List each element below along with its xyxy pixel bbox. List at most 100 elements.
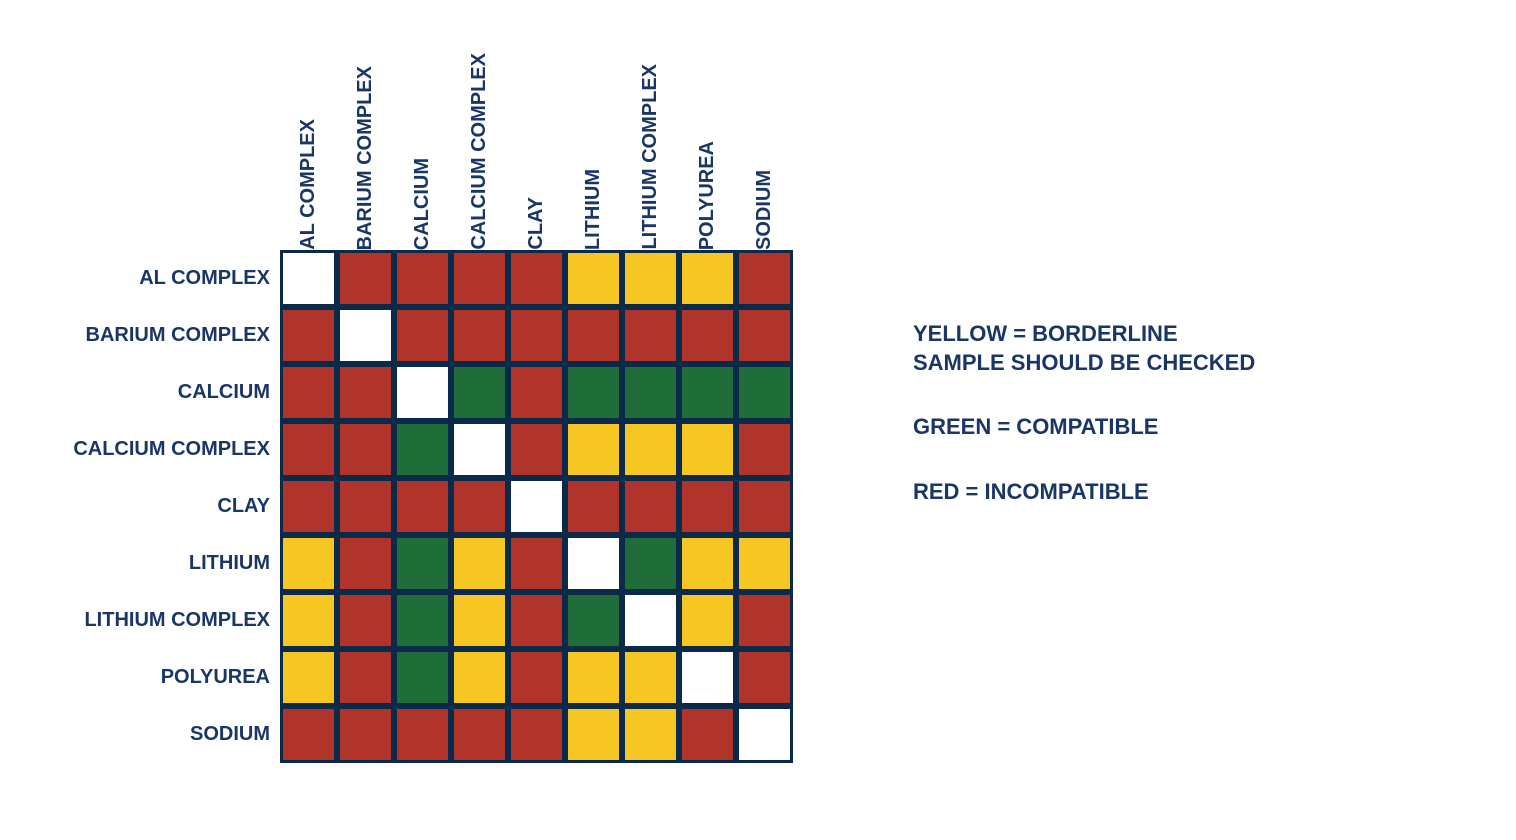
heatmap-cell xyxy=(451,421,508,478)
heatmap-cell xyxy=(508,250,565,307)
row-headers: AL COMPLEXBARIUM COMPLEXCALCIUMCALCIUM C… xyxy=(20,250,280,763)
legend: YELLOW = BORDERLINESAMPLE SHOULD BE CHEC… xyxy=(913,320,1255,542)
column-header-label: CALCIUM xyxy=(411,152,434,250)
heatmap-cell xyxy=(622,535,679,592)
heatmap-cell xyxy=(565,421,622,478)
heatmap-cell xyxy=(280,478,337,535)
heatmap-cell xyxy=(679,592,736,649)
heatmap-cell xyxy=(451,364,508,421)
column-header: SODIUM xyxy=(736,20,793,250)
column-header-label: AL COMPLEX xyxy=(297,113,320,250)
heatmap-cell xyxy=(565,706,622,763)
heatmap-cell xyxy=(565,535,622,592)
heatmap-cell xyxy=(736,421,793,478)
heatmap-cell xyxy=(565,478,622,535)
heatmap-cell xyxy=(508,421,565,478)
heatmap-cell xyxy=(736,535,793,592)
heatmap-cell xyxy=(508,706,565,763)
heatmap-cell xyxy=(337,478,394,535)
heatmap-cell xyxy=(280,592,337,649)
heatmap-cell xyxy=(394,307,451,364)
heatmap-cell xyxy=(736,478,793,535)
heatmap-cell xyxy=(280,421,337,478)
heatmap-cell xyxy=(508,592,565,649)
heatmap-cell xyxy=(337,250,394,307)
column-header: POLYUREA xyxy=(679,20,736,250)
legend-line: GREEN = COMPATIBLE xyxy=(913,413,1255,442)
heatmap-cell xyxy=(736,250,793,307)
heatmap-cell xyxy=(451,250,508,307)
heatmap-cell xyxy=(679,706,736,763)
heatmap-cell xyxy=(736,706,793,763)
heatmap-cell xyxy=(394,421,451,478)
column-headers: AL COMPLEXBARIUM COMPLEXCALCIUMCALCIUM C… xyxy=(280,20,793,250)
heatmap-cell xyxy=(337,535,394,592)
heatmap-cell xyxy=(679,478,736,535)
heatmap-cell xyxy=(679,364,736,421)
heatmap-cell xyxy=(394,250,451,307)
row-header: CALCIUM xyxy=(20,364,280,421)
heatmap-cell xyxy=(394,364,451,421)
heatmap-cell xyxy=(451,535,508,592)
row-header: CLAY xyxy=(20,478,280,535)
heatmap-cell xyxy=(622,307,679,364)
heatmap-cell xyxy=(337,421,394,478)
heatmap-cell xyxy=(451,478,508,535)
column-header: CALCIUM xyxy=(394,20,451,250)
heatmap-cell xyxy=(337,706,394,763)
row-header: AL COMPLEX xyxy=(20,250,280,307)
column-header-label: LITHIUM COMPLEX xyxy=(639,58,662,250)
heatmap-cell xyxy=(337,307,394,364)
heatmap-cell xyxy=(394,478,451,535)
heatmap-cell xyxy=(280,535,337,592)
row-header: CALCIUM COMPLEX xyxy=(20,421,280,478)
heatmap-cell xyxy=(679,250,736,307)
corner-spacer xyxy=(20,20,280,250)
heatmap-cell xyxy=(394,592,451,649)
heatmap-cell xyxy=(280,307,337,364)
heatmap-cell xyxy=(622,649,679,706)
legend-item: GREEN = COMPATIBLE xyxy=(913,413,1255,442)
column-header: LITHIUM xyxy=(565,20,622,250)
heatmap-cell xyxy=(622,706,679,763)
heatmap-cell xyxy=(451,649,508,706)
legend-item: RED = INCOMPATIBLE xyxy=(913,478,1255,507)
heatmap-cell xyxy=(565,364,622,421)
heatmap-cell xyxy=(565,307,622,364)
heatmap-cell xyxy=(679,649,736,706)
compatibility-matrix: AL COMPLEXBARIUM COMPLEXCALCIUMCALCIUM C… xyxy=(20,20,793,763)
heatmap-cell xyxy=(565,592,622,649)
heatmap-cell xyxy=(508,649,565,706)
heatmap-cell xyxy=(451,706,508,763)
heatmap-cell xyxy=(565,250,622,307)
heatmap-cell xyxy=(280,250,337,307)
heatmap-cell xyxy=(280,649,337,706)
heatmap-cell xyxy=(622,250,679,307)
heatmap-cell xyxy=(451,592,508,649)
heatmap-grid xyxy=(280,250,793,763)
row-header: POLYUREA xyxy=(20,649,280,706)
heatmap-cell xyxy=(736,649,793,706)
heatmap-cell xyxy=(337,649,394,706)
legend-line: YELLOW = BORDERLINE xyxy=(913,320,1255,349)
column-header: BARIUM COMPLEX xyxy=(337,20,394,250)
heatmap-cell xyxy=(337,364,394,421)
heatmap-cell xyxy=(736,364,793,421)
heatmap-cell xyxy=(508,535,565,592)
heatmap-cell xyxy=(280,364,337,421)
legend-line: SAMPLE SHOULD BE CHECKED xyxy=(913,349,1255,378)
heatmap-cell xyxy=(451,307,508,364)
column-header-label: LITHIUM xyxy=(582,163,605,250)
heatmap-cell xyxy=(508,307,565,364)
column-header: AL COMPLEX xyxy=(280,20,337,250)
column-header-label: BARIUM COMPLEX xyxy=(354,60,377,250)
column-header-label: CLAY xyxy=(525,191,548,250)
heatmap-cell xyxy=(394,649,451,706)
heatmap-cell xyxy=(337,592,394,649)
row-header: BARIUM COMPLEX xyxy=(20,307,280,364)
row-header: SODIUM xyxy=(20,706,280,763)
heatmap-cell xyxy=(394,706,451,763)
column-header-label: SODIUM xyxy=(753,164,776,250)
column-header-label: POLYUREA xyxy=(696,135,719,250)
legend-line: RED = INCOMPATIBLE xyxy=(913,478,1255,507)
